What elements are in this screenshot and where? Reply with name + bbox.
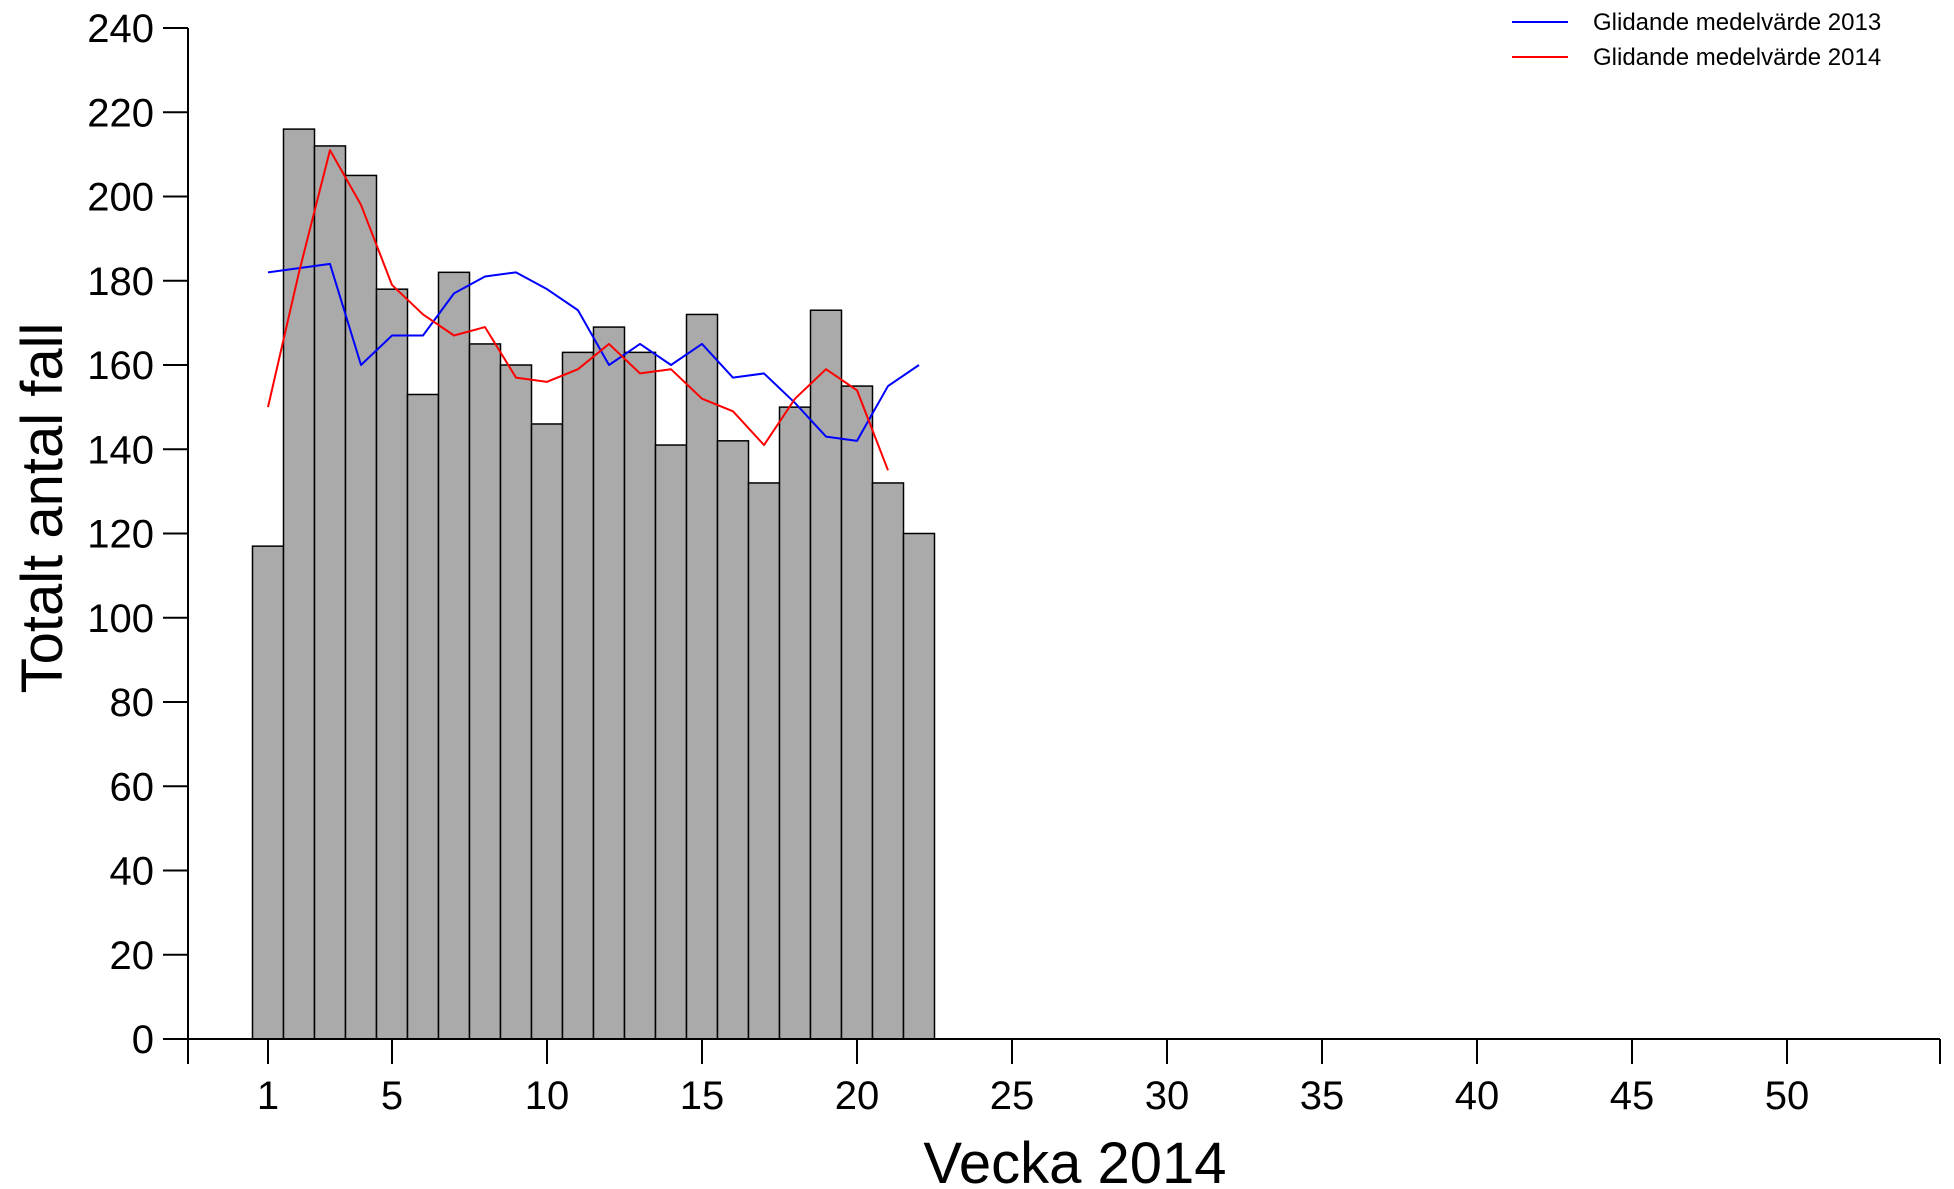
x-tick-label: 5 [381, 1074, 403, 1118]
x-axis-title: Vecka 2014 [923, 1131, 1226, 1189]
bar-week-5 [375, 288, 409, 1040]
x-tick-label: 45 [1610, 1074, 1655, 1118]
bar-week-20 [840, 385, 874, 1040]
y-tick-label: 40 [110, 850, 155, 894]
bar-week-21 [871, 482, 905, 1040]
bar-week-7 [437, 271, 471, 1040]
bars [251, 128, 936, 1040]
x-tick-label: 50 [1765, 1074, 1810, 1118]
series-line-1 [267, 149, 889, 471]
bar-week-15 [685, 313, 719, 1040]
bar-week-22 [902, 532, 936, 1040]
y-tick-label: 120 [87, 513, 154, 557]
series-line-0 [267, 262, 920, 442]
bar-week-4 [344, 174, 378, 1040]
bar-week-13 [623, 351, 657, 1040]
legend-label-2013: Glidande medelvärde 2013 [1593, 9, 1881, 36]
bar-week-17 [747, 482, 781, 1040]
y-tick-label: 220 [87, 91, 154, 135]
y-tick-label: 140 [87, 428, 154, 472]
bar-week-9 [499, 364, 533, 1040]
x-axis-ticks: 1 5 10 15 20 25 30 35 40 45 50 [187, 1039, 1941, 1118]
bar-week-18 [778, 406, 812, 1040]
bar-week-14 [654, 444, 688, 1040]
y-tick-label: 200 [87, 176, 154, 220]
x-tick-label: 40 [1455, 1074, 1500, 1118]
x-tick-label: 15 [680, 1074, 725, 1118]
bar-week-10 [530, 423, 564, 1040]
x-tick-label: 1 [257, 1074, 279, 1118]
moving-average-lines [267, 149, 920, 471]
legend: Glidande medelvärde 2013 Glidande medelv… [1512, 9, 1881, 71]
y-axis-title: Totalt antal fall [10, 323, 75, 694]
y-tick-label: 160 [87, 344, 154, 388]
y-tick-label: 240 [87, 7, 154, 51]
x-tick-label: 25 [990, 1074, 1035, 1118]
bar-week-11 [561, 351, 595, 1040]
bar-week-2 [282, 128, 316, 1040]
y-tick-label: 100 [87, 597, 154, 641]
legend-label-2014: Glidande medelvärde 2014 [1593, 44, 1881, 71]
bar-week-1 [251, 545, 285, 1040]
x-tick-label: 35 [1300, 1074, 1345, 1118]
y-tick-label: 20 [110, 934, 155, 978]
bar-week-16 [716, 440, 750, 1040]
bar-week-6 [406, 393, 440, 1040]
y-tick-label: 80 [110, 681, 155, 725]
bar-week-19 [809, 309, 843, 1040]
bar-week-8 [468, 343, 502, 1040]
y-axis-ticks: 0 20 40 60 80 100 120 140 160 180 200 220 240 [87, 7, 188, 1062]
y-tick-label: 0 [132, 1018, 154, 1062]
x-tick-label: 10 [525, 1074, 570, 1118]
y-tick-label: 60 [110, 765, 155, 809]
x-tick-label: 30 [1145, 1074, 1190, 1118]
bar-week-12 [592, 326, 626, 1040]
y-tick-label: 180 [87, 260, 154, 304]
bar-week-3 [313, 145, 347, 1040]
x-tick-label: 20 [835, 1074, 880, 1118]
